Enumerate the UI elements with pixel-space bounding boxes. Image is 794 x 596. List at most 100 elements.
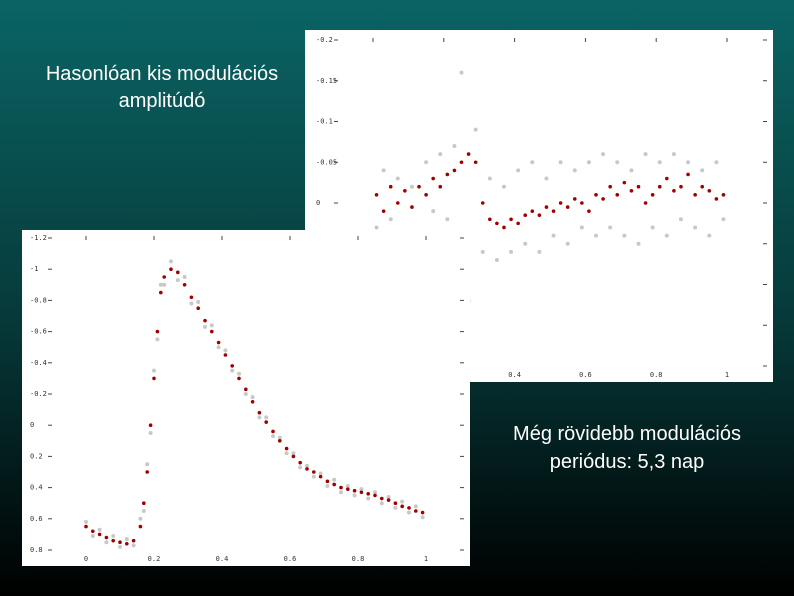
point: [410, 205, 414, 209]
point: [488, 217, 492, 222]
point: [111, 533, 116, 538]
point: [291, 454, 296, 459]
point: [264, 420, 269, 424]
point: [305, 463, 309, 468]
point: [686, 160, 691, 165]
point: [176, 270, 180, 275]
point: [473, 127, 478, 132]
point: [339, 485, 343, 490]
point: [643, 201, 648, 205]
point: [572, 168, 577, 173]
point: [145, 470, 149, 474]
point: [693, 225, 698, 230]
point: [346, 487, 350, 491]
point: [352, 488, 357, 493]
x-tick-label: 1: [725, 371, 729, 379]
point: [487, 176, 492, 181]
y-tick-label: -0.4: [30, 359, 47, 367]
y-tick-label: -0.15: [316, 77, 337, 85]
point: [622, 233, 627, 238]
point: [650, 225, 655, 230]
point: [678, 217, 683, 222]
point: [400, 504, 405, 509]
point: [693, 193, 697, 197]
point: [380, 496, 384, 501]
point: [366, 496, 371, 501]
point: [155, 329, 160, 334]
point: [325, 484, 330, 489]
point: [141, 509, 146, 513]
point: [414, 509, 418, 513]
point: [339, 490, 343, 495]
point: [271, 434, 275, 439]
caption-line: Még rövidebb modulációs: [513, 423, 741, 445]
point: [318, 471, 323, 476]
point: [714, 160, 719, 165]
point: [424, 160, 429, 165]
point: [90, 533, 95, 538]
point: [615, 160, 620, 165]
point: [417, 184, 421, 189]
point: [438, 152, 443, 157]
point: [203, 324, 207, 329]
y-tick-label: -0.1: [316, 118, 333, 126]
point: [345, 484, 350, 489]
point: [305, 467, 309, 471]
caption-line: Hasonlóan kis modulációs: [46, 63, 278, 85]
y-tick-label: -1: [30, 265, 38, 273]
point: [386, 494, 391, 499]
point: [636, 184, 641, 189]
point: [216, 340, 221, 345]
point: [209, 323, 214, 328]
point: [679, 184, 683, 189]
point: [237, 371, 241, 376]
point: [298, 460, 303, 465]
point: [182, 275, 187, 279]
point: [407, 510, 411, 515]
point: [311, 474, 316, 479]
point: [594, 233, 599, 238]
point: [152, 376, 156, 381]
point: [318, 474, 323, 479]
point: [216, 345, 221, 350]
y-tick-label: -1.2: [30, 234, 47, 242]
point: [544, 176, 549, 181]
point: [250, 395, 255, 400]
point: [523, 213, 528, 218]
point: [537, 213, 542, 218]
point: [237, 376, 241, 381]
point: [118, 540, 122, 544]
point: [509, 249, 514, 254]
point: [558, 201, 563, 205]
point: [131, 538, 136, 543]
point: [97, 527, 102, 532]
x-tick-label: 1: [424, 555, 428, 563]
point: [650, 193, 655, 197]
point: [138, 524, 143, 529]
point: [509, 217, 513, 222]
point: [189, 295, 194, 300]
point: [420, 515, 425, 520]
point: [665, 176, 669, 181]
point: [551, 209, 556, 213]
point: [657, 184, 662, 189]
point: [501, 184, 506, 189]
point: [523, 241, 528, 246]
point: [379, 501, 384, 506]
x-tick-label: 0.4: [508, 371, 521, 379]
point: [586, 160, 591, 165]
point: [516, 168, 521, 173]
x-tick-label: 0.6: [284, 555, 297, 563]
point: [558, 160, 563, 165]
point: [537, 249, 542, 254]
point: [579, 225, 584, 230]
point: [452, 168, 457, 173]
point: [707, 188, 712, 193]
point: [445, 217, 450, 222]
point: [352, 493, 357, 498]
point: [516, 221, 520, 226]
point: [111, 538, 115, 543]
point: [551, 233, 556, 238]
point: [629, 188, 634, 193]
point: [400, 499, 405, 504]
